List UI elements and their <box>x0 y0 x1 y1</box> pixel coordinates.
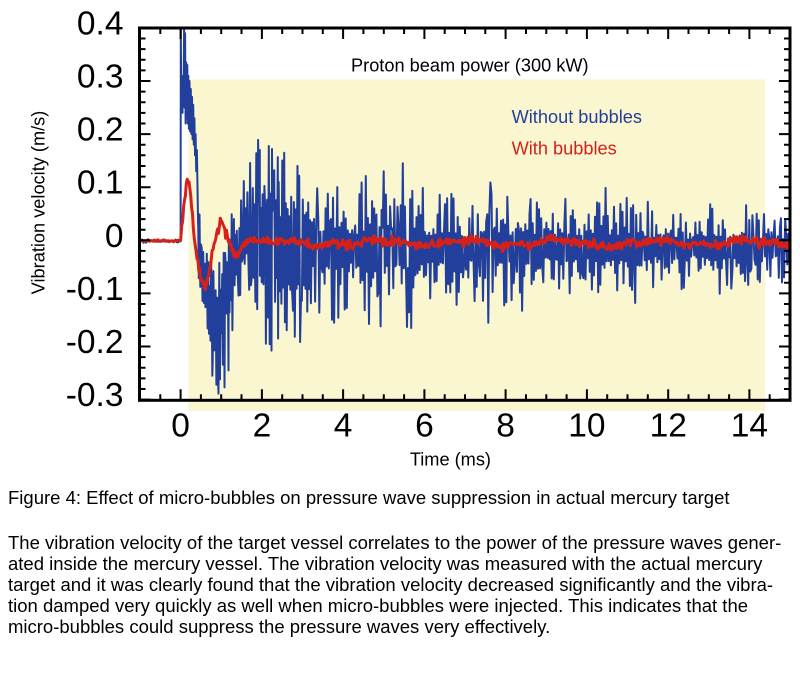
svg-text:Time (ms): Time (ms) <box>410 450 491 470</box>
svg-text:Without bubbles: Without bubbles <box>512 107 642 127</box>
svg-text:Proton beam power (300 kW): Proton beam power (300 kW) <box>351 56 589 76</box>
svg-text:With bubbles: With bubbles <box>512 139 617 159</box>
svg-text:8: 8 <box>496 407 515 444</box>
svg-text:0.4: 0.4 <box>77 5 124 42</box>
svg-text:0: 0 <box>105 218 124 255</box>
svg-text:0.1: 0.1 <box>77 165 124 202</box>
svg-text:6: 6 <box>415 407 434 444</box>
svg-text:0.3: 0.3 <box>77 59 124 96</box>
svg-text:-0.3: -0.3 <box>66 377 124 414</box>
svg-text:0: 0 <box>171 407 190 444</box>
svg-text:4: 4 <box>334 407 353 444</box>
svg-text:0.2: 0.2 <box>77 112 124 149</box>
svg-text:-0.1: -0.1 <box>66 271 124 308</box>
svg-text:12: 12 <box>650 407 687 444</box>
svg-text:10: 10 <box>568 407 605 444</box>
svg-text:14: 14 <box>731 407 768 444</box>
svg-text:Vibration velocity (m/s): Vibration velocity (m/s) <box>29 111 49 295</box>
svg-text:2: 2 <box>253 407 272 444</box>
svg-text:-0.2: -0.2 <box>66 324 124 361</box>
